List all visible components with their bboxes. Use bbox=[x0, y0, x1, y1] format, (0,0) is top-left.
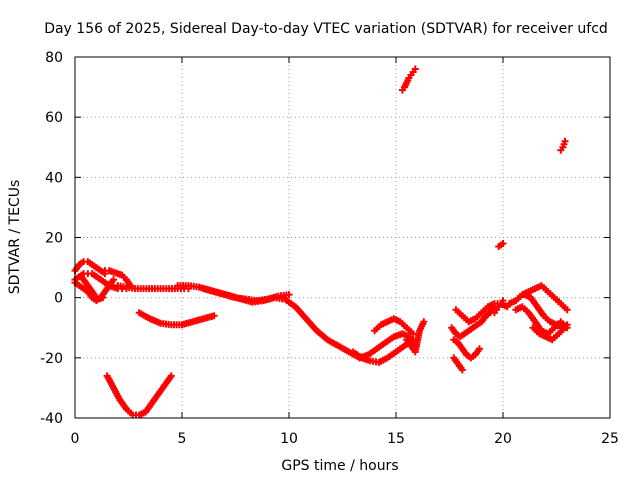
series-arc-20 bbox=[490, 297, 507, 317]
series-arc-26 bbox=[557, 137, 569, 154]
data-points bbox=[71, 65, 571, 419]
data-point bbox=[499, 240, 507, 248]
grid-lines bbox=[75, 57, 610, 418]
series-arc-5 bbox=[101, 267, 135, 290]
series-arc-21 bbox=[495, 240, 507, 251]
plot-frame bbox=[74, 56, 611, 419]
data-point bbox=[210, 312, 218, 320]
chart-title: Day 156 of 2025, Sidereal Day-to-day VTE… bbox=[44, 21, 608, 37]
data-point bbox=[561, 324, 569, 332]
series-arc-13 bbox=[371, 315, 417, 338]
data-point bbox=[499, 297, 507, 305]
x-tick-label: 0 bbox=[71, 431, 80, 447]
series-arc-15 bbox=[398, 65, 419, 94]
x-tick-label: 15 bbox=[387, 431, 405, 447]
y-tick-label: 80 bbox=[45, 50, 63, 66]
y-tick-label: -20 bbox=[40, 351, 63, 367]
data-point bbox=[110, 276, 118, 284]
y-tick-label: -40 bbox=[40, 411, 63, 427]
data-point bbox=[409, 330, 417, 338]
y-tick-label: 0 bbox=[54, 291, 63, 307]
series-arc-8 bbox=[135, 309, 218, 329]
data-point bbox=[99, 294, 107, 302]
series-arc-12 bbox=[356, 330, 419, 362]
series-arc-17 bbox=[450, 336, 483, 362]
y-axis-label: SDTVAR / TECUs bbox=[7, 180, 23, 295]
data-point bbox=[420, 318, 428, 326]
data-point bbox=[411, 65, 419, 73]
series-arc-18 bbox=[450, 354, 466, 374]
series-arc-22 bbox=[505, 282, 571, 314]
data-point bbox=[458, 366, 466, 374]
x-tick-label: 5 bbox=[178, 431, 187, 447]
x-tick-label: 25 bbox=[601, 431, 619, 447]
series-arc-19 bbox=[452, 300, 511, 326]
data-point bbox=[561, 137, 569, 145]
y-tick-label: 20 bbox=[45, 231, 63, 247]
data-point bbox=[285, 291, 293, 299]
x-tick-label: 20 bbox=[494, 431, 512, 447]
x-axis-label: GPS time / hours bbox=[281, 458, 398, 474]
data-point bbox=[167, 372, 175, 380]
series-arc-25 bbox=[529, 324, 569, 344]
tick-labels: 0 5 10 15 20 25 -40 -20 0 20 40 60 80 bbox=[40, 50, 619, 447]
y-tick-label: 60 bbox=[45, 110, 63, 126]
data-point bbox=[475, 345, 483, 353]
series-arc-7 bbox=[103, 372, 175, 419]
series-arc-10 bbox=[199, 285, 293, 305]
x-tick-label: 10 bbox=[280, 431, 298, 447]
series-arc-14 bbox=[403, 318, 428, 356]
series-arc-4 bbox=[77, 273, 107, 303]
data-point bbox=[563, 306, 571, 314]
y-tick-label: 40 bbox=[45, 170, 63, 186]
